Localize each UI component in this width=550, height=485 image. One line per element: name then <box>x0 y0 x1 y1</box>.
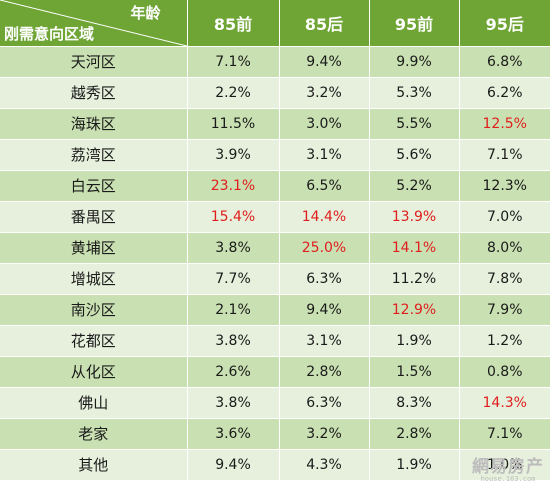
district-cell: 白云区 <box>0 169 187 201</box>
district-cell: 番禺区 <box>0 200 187 232</box>
percentage-cell: 14.1% <box>368 231 459 263</box>
watermark-logo: 網易房产 house.163.com <box>472 459 544 483</box>
percentage-cell: 7.0% <box>458 200 550 232</box>
table-row: 南沙区 2.1% 9.4% 12.9% 7.9% <box>0 293 550 325</box>
percentage-cell: 11.2% <box>368 262 459 294</box>
percentage-cell: 2.2% <box>186 76 279 108</box>
table-row: 荔湾区 3.9% 3.1% 5.6% 7.1% <box>0 138 550 170</box>
percentage-cell: 2.6% <box>186 355 279 387</box>
percentage-cell: 2.8% <box>368 417 459 449</box>
percentage-cell: 1.2% <box>458 324 550 356</box>
table-row: 其他 9.4% 4.3% 1.9% 1.0% <box>0 448 550 480</box>
district-cell: 天河区 <box>0 45 187 77</box>
percentage-cell: 3.1% <box>278 324 369 356</box>
percentage-cell: 8.0% <box>458 231 550 263</box>
percentage-cell: 3.8% <box>186 386 279 418</box>
district-cell: 荔湾区 <box>0 138 187 170</box>
table-row: 从化区 2.6% 2.8% 1.5% 0.8% <box>0 355 550 387</box>
percentage-cell: 11.5% <box>186 107 279 139</box>
district-cell: 海珠区 <box>0 107 187 139</box>
watermark-url: house.163.com <box>480 475 536 483</box>
percentage-cell: 3.0% <box>278 107 369 139</box>
district-cell: 其他 <box>0 448 187 480</box>
percentage-cell: 7.1% <box>458 138 550 170</box>
percentage-cell: 1.9% <box>368 448 459 480</box>
district-cell: 南沙区 <box>0 293 187 325</box>
district-cell: 增城区 <box>0 262 187 294</box>
percentage-cell: 5.2% <box>368 169 459 201</box>
watermark-main: 網易房产 <box>472 457 544 477</box>
percentage-cell: 12.5% <box>458 107 550 139</box>
table-row: 天河区 7.1% 9.4% 9.9% 6.8% <box>0 45 550 77</box>
column-header: 95后 <box>458 0 550 46</box>
percentage-cell: 1.9% <box>368 324 459 356</box>
percentage-cell: 3.1% <box>278 138 369 170</box>
percentage-cell: 14.4% <box>278 200 369 232</box>
percentage-cell: 14.3% <box>458 386 550 418</box>
percentage-cell: 7.9% <box>458 293 550 325</box>
percentage-cell: 7.1% <box>458 417 550 449</box>
column-header: 85后 <box>278 0 369 46</box>
percentage-cell: 15.4% <box>186 200 279 232</box>
table-body: 天河区 7.1% 9.4% 9.9% 6.8% 越秀区 2.2% 3.2% 5.3% 6.2% 海珠… <box>0 45 550 480</box>
percentage-cell: 9.4% <box>186 448 279 480</box>
percentage-cell: 9.4% <box>278 45 369 77</box>
table-row: 增城区 7.7% 6.3% 11.2% 7.8% <box>0 262 550 294</box>
percentage-cell: 2.8% <box>278 355 369 387</box>
percentage-cell: 6.5% <box>278 169 369 201</box>
table-row: 花都区 3.8% 3.1% 1.9% 1.2% <box>0 324 550 356</box>
percentage-cell: 6.2% <box>458 76 550 108</box>
table-row: 越秀区 2.2% 3.2% 5.3% 6.2% <box>0 76 550 108</box>
percentage-cell: 25.0% <box>278 231 369 263</box>
column-header: 85前 <box>186 0 279 46</box>
percentage-cell: 6.8% <box>458 45 550 77</box>
percentage-cell: 7.7% <box>186 262 279 294</box>
percentage-cell: 5.6% <box>368 138 459 170</box>
percentage-cell: 5.5% <box>368 107 459 139</box>
percentage-cell: 12.9% <box>368 293 459 325</box>
percentage-cell: 6.3% <box>278 386 369 418</box>
district-cell: 佛山 <box>0 386 187 418</box>
table-row: 白云区 23.1% 6.5% 5.2% 12.3% <box>0 169 550 201</box>
diagonal-divider <box>0 0 187 46</box>
percentage-cell: 5.3% <box>368 76 459 108</box>
corner-header: 年龄 刚需意向区域 <box>0 0 187 46</box>
district-cell: 老家 <box>0 417 187 449</box>
district-cell: 从化区 <box>0 355 187 387</box>
percentage-cell: 3.8% <box>186 324 279 356</box>
percentage-cell: 13.9% <box>368 200 459 232</box>
percentage-cell: 9.9% <box>368 45 459 77</box>
percentage-cell: 3.2% <box>278 76 369 108</box>
percentage-cell: 0.8% <box>458 355 550 387</box>
percentage-cell: 9.4% <box>278 293 369 325</box>
percentage-cell: 1.5% <box>368 355 459 387</box>
table-row: 番禺区 15.4% 14.4% 13.9% 7.0% <box>0 200 550 232</box>
corner-region-label: 刚需意向区域 <box>4 24 95 43</box>
percentage-cell: 12.3% <box>458 169 550 201</box>
percentage-cell: 8.3% <box>368 386 459 418</box>
column-header: 95前 <box>368 0 459 46</box>
percentage-cell: 23.1% <box>186 169 279 201</box>
percentage-cell: 2.1% <box>186 293 279 325</box>
table-row: 老家 3.6% 3.2% 2.8% 7.1% <box>0 417 550 449</box>
percentage-cell: 4.3% <box>278 448 369 480</box>
percentage-cell: 3.2% <box>278 417 369 449</box>
percentage-cell: 7.1% <box>186 45 279 77</box>
percentage-cell: 6.3% <box>278 262 369 294</box>
header-row: 年龄 刚需意向区域 85前 85后 95前 95后 <box>0 0 550 46</box>
percentage-cell: 1.0% <box>458 448 550 480</box>
corner-age-label: 年龄 <box>130 4 161 22</box>
district-cell: 黄埔区 <box>0 231 187 263</box>
table-row: 佛山 3.8% 6.3% 8.3% 14.3% <box>0 386 550 418</box>
table-row: 黄埔区 3.8% 25.0% 14.1% 8.0% <box>0 231 550 263</box>
district-cell: 花都区 <box>0 324 187 356</box>
percentage-cell: 3.9% <box>186 138 279 170</box>
percentage-cell: 3.6% <box>186 417 279 449</box>
district-cell: 越秀区 <box>0 76 187 108</box>
percentage-cell: 3.8% <box>186 231 279 263</box>
table-row: 海珠区 11.5% 3.0% 5.5% 12.5% <box>0 107 550 139</box>
percentage-cell: 7.8% <box>458 262 550 294</box>
